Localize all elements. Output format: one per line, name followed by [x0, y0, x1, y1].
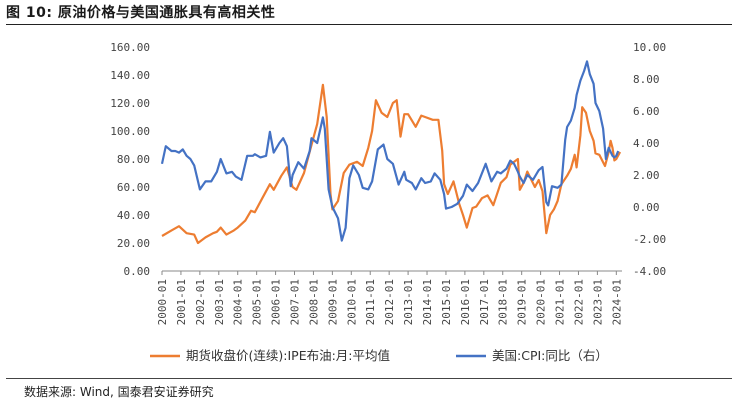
- chart-axes: 0.00 20.00 40.00 60.00 80.00 100.00 120.00 140.…: [110, 41, 666, 325]
- y-right-tick-label: 0.00: [633, 201, 660, 214]
- x-tick-label: 2020-01: [535, 279, 548, 325]
- series-line-brent: [161, 83, 622, 245]
- y-right-tick-label: 10.00: [633, 41, 666, 54]
- x-tick-label: 2007-01: [289, 279, 302, 325]
- y-right-tick-label: 2.00: [633, 169, 660, 182]
- x-tick-label: 2022-01: [572, 279, 585, 325]
- x-tick-label: 2019-01: [516, 279, 529, 325]
- y-right-tick-label: 6.00: [633, 105, 660, 118]
- title-rule: [6, 24, 732, 25]
- x-tick-label: 2024-01: [610, 279, 623, 325]
- x-tick-label: 2021-01: [554, 279, 567, 325]
- x-tick-label: 2006-01: [270, 279, 283, 325]
- y-left-tick-label: 120.00: [110, 97, 150, 110]
- legend-label: 美国:CPI:同比（右）: [492, 348, 608, 363]
- x-tick-label: 2001-01: [175, 279, 188, 325]
- y-left-tick-label: 0.00: [124, 265, 151, 278]
- legend-item-cpi: 美国:CPI:同比（右）: [456, 348, 608, 363]
- y-right-tick-label: -2.00: [633, 233, 666, 246]
- x-tick-label: 2004-01: [232, 279, 245, 325]
- x-tick-label: 2016-01: [459, 279, 472, 325]
- y-right-tick-label: 8.00: [633, 73, 660, 86]
- series-line-cpi: [160, 60, 620, 242]
- x-tick-label: 2005-01: [251, 279, 264, 325]
- x-tick-label: 2010-01: [345, 279, 358, 325]
- x-tick-label: 2012-01: [383, 279, 396, 325]
- x-tick-label: 2017-01: [478, 279, 491, 325]
- y-left-tick-label: 20.00: [117, 237, 150, 250]
- footer-rule: [6, 378, 732, 379]
- x-tick-label: 2011-01: [364, 279, 377, 325]
- y-left-tick-label: 40.00: [117, 209, 150, 222]
- x-tick-label: 2002-01: [194, 279, 207, 325]
- source-note: 数据来源: Wind, 国泰君安证券研究: [24, 385, 214, 399]
- x-tick-label: 2000-01: [156, 279, 169, 325]
- chart-lines: [160, 60, 622, 245]
- x-tick-label: 2015-01: [440, 279, 453, 325]
- x-tick-label: 2018-01: [497, 279, 510, 325]
- legend-label: 期货收盘价(连续):IPE布油:月:平均值: [186, 348, 390, 363]
- y-left-tick-label: 80.00: [117, 153, 150, 166]
- figure-title: 图 10: 原油价格与美国通胀具有高相关性: [6, 5, 276, 21]
- y-left-tick-label: 100.00: [110, 125, 150, 138]
- x-tick-label: 2013-01: [402, 279, 415, 325]
- x-tick-label: 2009-01: [326, 279, 339, 325]
- legend-item-brent: 期货收盘价(连续):IPE布油:月:平均值: [150, 348, 390, 363]
- y-left-tick-label: 140.00: [110, 69, 150, 82]
- y-left-tick-label: 160.00: [110, 41, 150, 54]
- x-tick-label: 2014-01: [421, 279, 434, 325]
- x-tick-label: 2008-01: [307, 279, 320, 325]
- x-tick-label: 2023-01: [591, 279, 604, 325]
- chart-legend: 期货收盘价(连续):IPE布油:月:平均值 美国:CPI:同比（右）: [150, 348, 608, 363]
- y-right-tick-label: -4.00: [633, 265, 666, 278]
- x-tick-label: 2003-01: [213, 279, 226, 325]
- y-left-tick-label: 60.00: [117, 181, 150, 194]
- y-right-tick-label: 4.00: [633, 137, 660, 150]
